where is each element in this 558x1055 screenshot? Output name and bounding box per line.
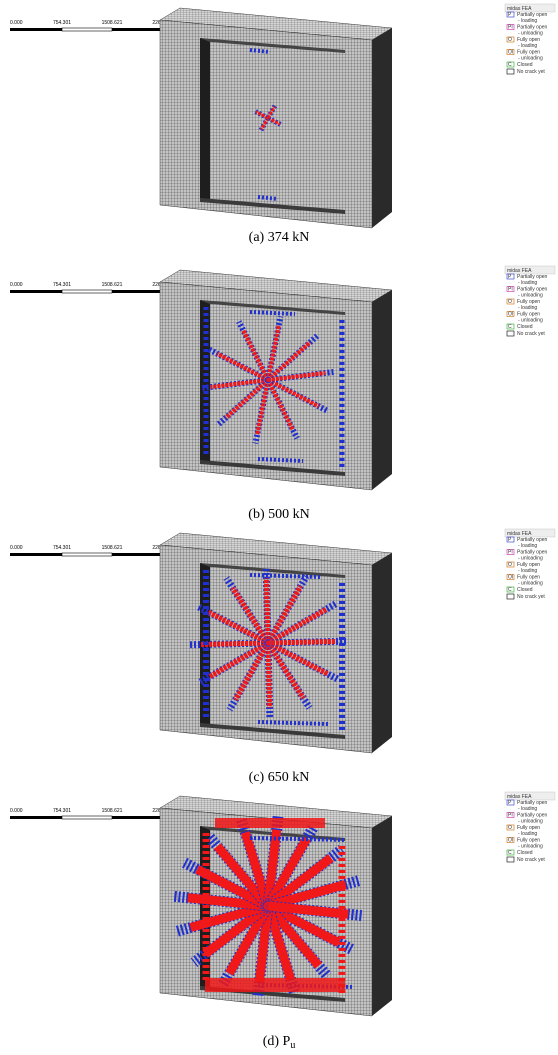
caption: (c) 650 kN: [249, 770, 310, 785]
legend-sublabel: - unloading: [518, 556, 543, 562]
caption-text: (b) 500 kN: [248, 507, 309, 522]
scale-bar: [62, 28, 112, 31]
figure: 0.000754.3011508.6212262.9midas FEAPPart…: [0, 0, 558, 1055]
legend-sublabel: - loading: [518, 280, 537, 286]
legend-icon-label: O: [508, 562, 512, 568]
scale-bar: [10, 28, 62, 31]
legend-sublabel: - loading: [518, 831, 537, 837]
scale-label: 754.301: [53, 545, 71, 551]
legend-icon-label: PI: [508, 287, 513, 293]
legend-sublabel: - loading: [518, 543, 537, 549]
crack-band: [205, 978, 345, 992]
caption: (d) Pu: [263, 1034, 296, 1051]
legend-sublabel: - unloading: [518, 31, 543, 37]
legend-label: No crack yet: [517, 857, 545, 863]
legend-icon-label: O: [508, 299, 512, 305]
scale-label: 754.301: [53, 282, 71, 288]
scale-label: 0.000: [10, 20, 23, 26]
legend-sublabel: - loading: [518, 43, 537, 49]
crack-red: [200, 643, 268, 645]
scale-bar: [62, 553, 112, 556]
crack-red: [268, 643, 270, 708]
scale-label: 1508.621: [102, 20, 123, 26]
scale-bar: [112, 816, 162, 819]
panel: 0.000754.3011508.6212262.9midas FEAPPart…: [10, 529, 555, 753]
legend-label: No crack yet: [517, 594, 545, 600]
legend-sublabel: - loading: [518, 18, 537, 24]
slab-side: [372, 290, 392, 490]
scale-bar: [112, 290, 162, 293]
legend-icon-label: C: [508, 587, 512, 593]
scale-bar: [10, 290, 62, 293]
legend-label: No crack yet: [517, 69, 545, 75]
legend-sublabel: - unloading: [518, 293, 543, 299]
crack-band: [215, 818, 325, 828]
legend-label: Closed: [517, 850, 533, 856]
scale-label: 1508.621: [102, 808, 123, 814]
legend-label: Closed: [517, 324, 533, 330]
legend-sublabel: - unloading: [518, 819, 543, 825]
legend-label: Closed: [517, 62, 533, 68]
scale-bar: [62, 816, 112, 819]
legend-sublabel: - unloading: [518, 581, 543, 587]
legend-icon-label: OI: [508, 312, 513, 318]
legend-icon-label: OI: [508, 838, 513, 844]
legend-sublabel: - loading: [518, 568, 537, 574]
recess-left: [200, 38, 210, 200]
legend-sublabel: - loading: [518, 806, 537, 812]
crack-red: [268, 641, 336, 643]
slab-side: [372, 553, 392, 753]
scale-bar: [10, 816, 62, 819]
legend-icon-label: PI: [508, 550, 513, 556]
legend-icon: [507, 69, 514, 74]
slab-side: [372, 28, 392, 228]
scale-label: 0.000: [10, 282, 23, 288]
legend-icon: [507, 594, 514, 599]
scale-bar: [62, 290, 112, 293]
caption-text: (d) P: [263, 1034, 291, 1049]
scale-bar: [112, 28, 162, 31]
legend-sublabel: - loading: [518, 305, 537, 311]
legend-icon: [507, 857, 514, 862]
scale-label: 754.301: [53, 808, 71, 814]
legend-icon-label: O: [508, 37, 512, 43]
legend-icon-label: C: [508, 850, 512, 856]
legend-icon-label: PI: [508, 25, 513, 31]
caption: (a) 374 kN: [249, 230, 310, 245]
legend-icon-label: OI: [508, 50, 513, 56]
caption-text: (a) 374 kN: [249, 230, 310, 245]
legend-label: No crack yet: [517, 331, 545, 337]
legend-icon-label: C: [508, 324, 512, 330]
legend-icon-label: PI: [508, 813, 513, 819]
legend-sublabel: - unloading: [518, 318, 543, 324]
scale-label: 0.000: [10, 545, 23, 551]
crack-red: [266, 578, 268, 643]
scale-label: 0.000: [10, 808, 23, 814]
scale-label: 1508.621: [102, 282, 123, 288]
legend-label: Closed: [517, 587, 533, 593]
legend-sublabel: - unloading: [518, 844, 543, 850]
caption-text: (c) 650 kN: [249, 770, 310, 785]
scale-label: 754.301: [53, 20, 71, 26]
caption-subscript: u: [290, 1040, 295, 1051]
legend-icon: [507, 331, 514, 336]
legend-icon-label: O: [508, 825, 512, 831]
scale-bar: [10, 553, 62, 556]
legend-icon-label: OI: [508, 575, 513, 581]
legend-icon-label: C: [508, 62, 512, 68]
slab-side: [372, 816, 392, 1016]
caption: (b) 500 kN: [248, 507, 309, 522]
scale-bar: [112, 553, 162, 556]
scale-label: 1508.621: [102, 545, 123, 551]
legend-sublabel: - unloading: [518, 56, 543, 62]
